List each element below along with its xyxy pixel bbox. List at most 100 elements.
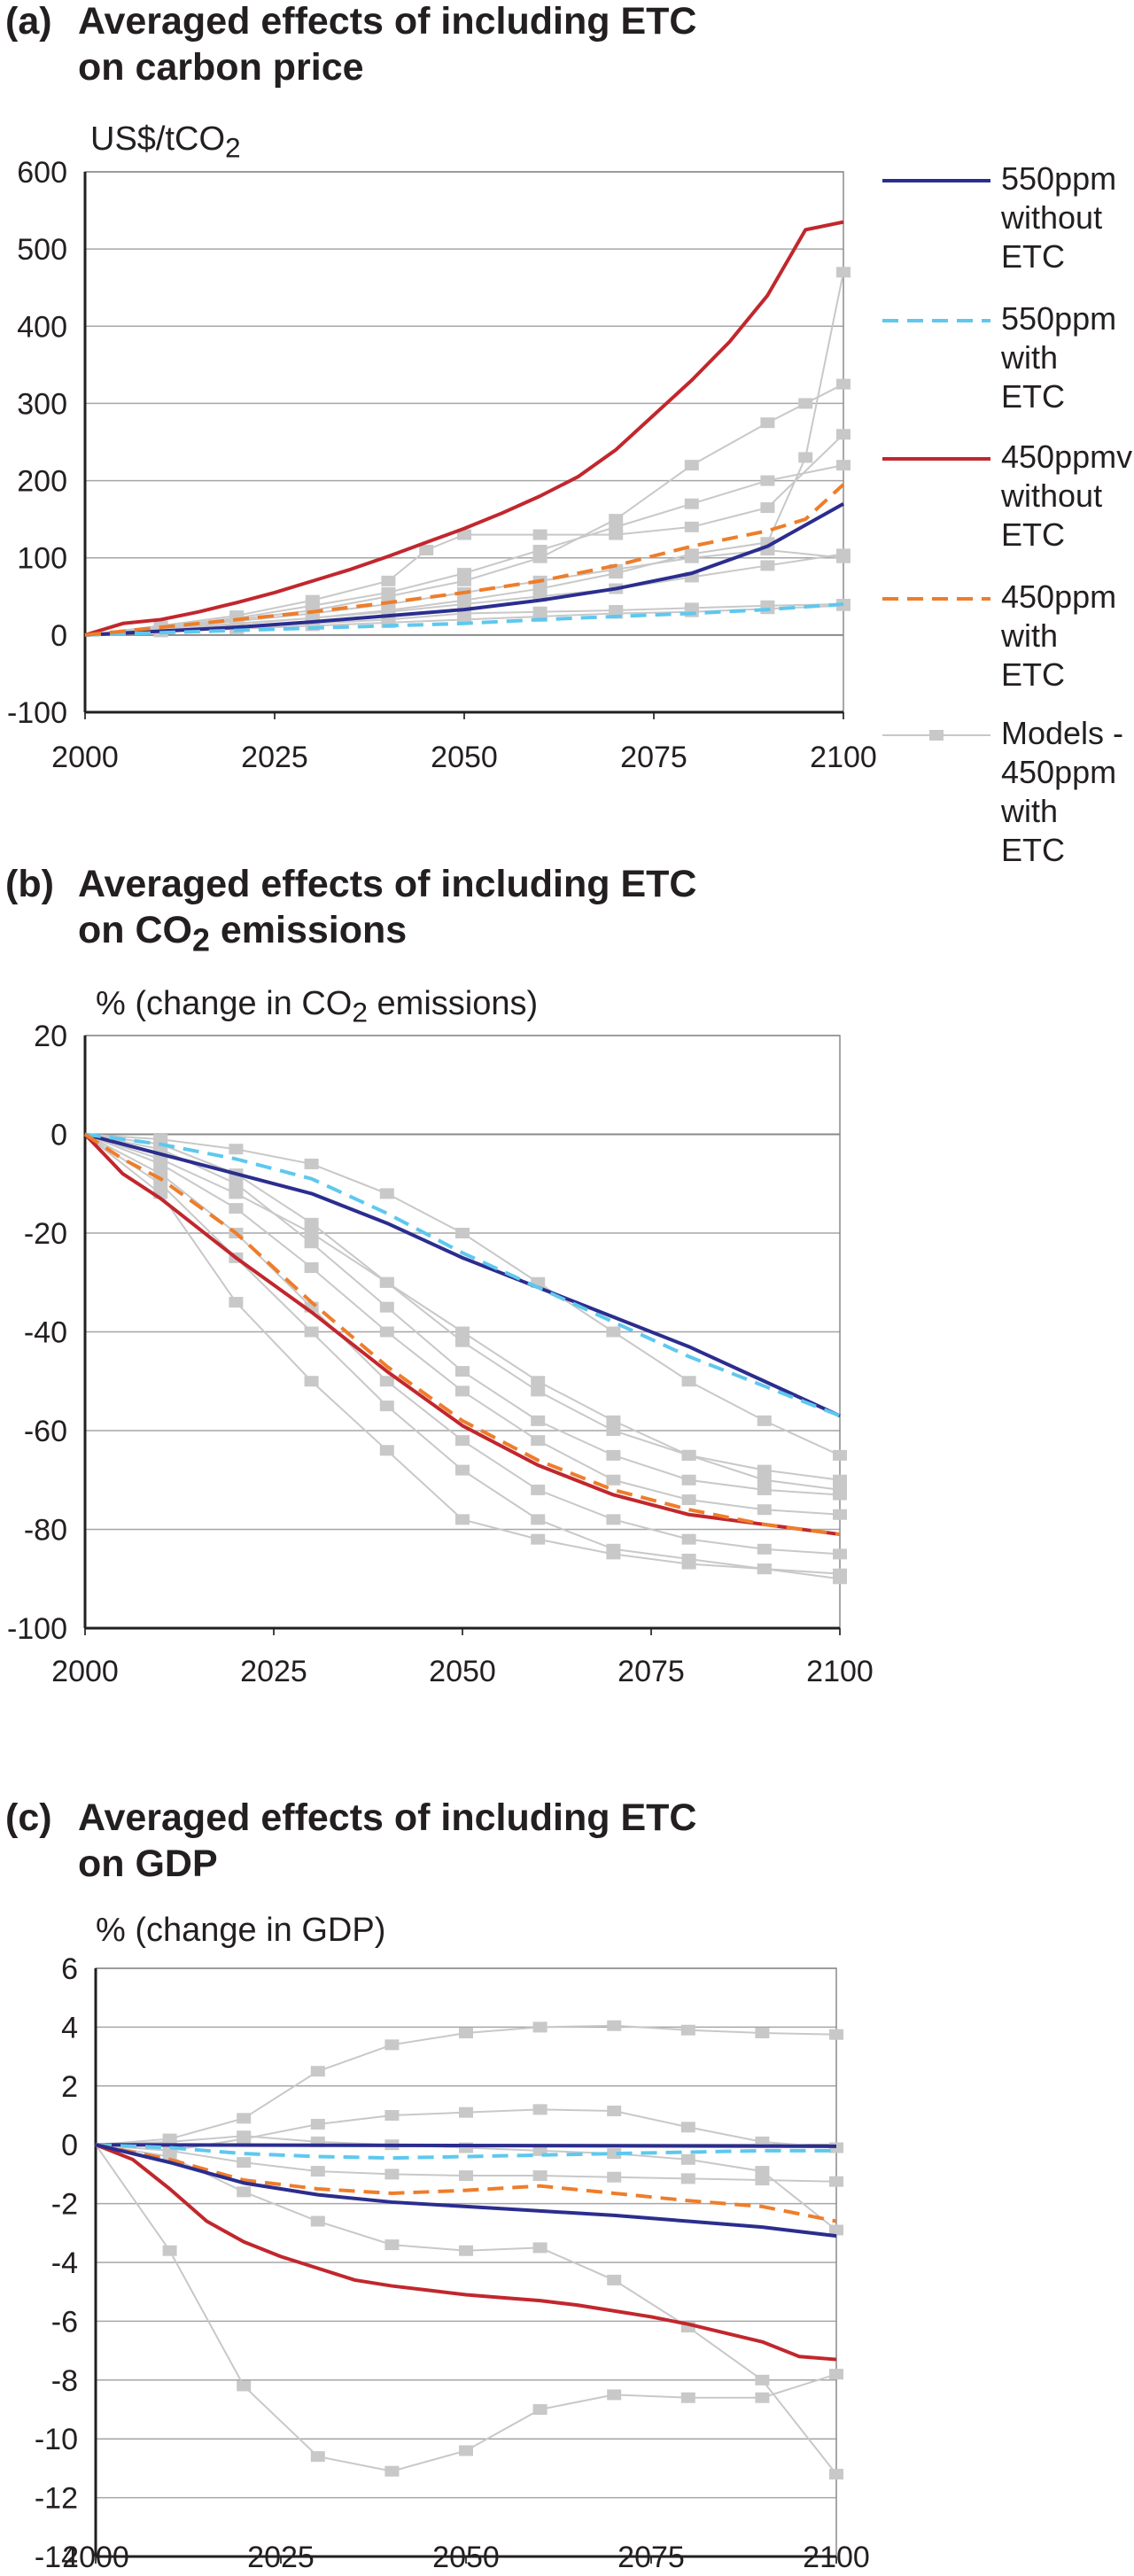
series-line [84,501,844,637]
model-point [681,1474,696,1486]
legend-label: 450ppm with ETC [1001,578,1127,694]
series-line [84,483,845,637]
model-line [95,2144,837,2475]
legend-label: Models -450ppm with ETC [1001,714,1127,870]
panel-b-unit-sub: 2 [352,996,368,1028]
model-point [304,1326,319,1338]
x-tick-label: 2100 [810,741,877,774]
model-point [829,2469,843,2480]
model-point [237,2130,252,2142]
x-tick-label: 2000 [51,1655,119,1688]
legend-label-line: ETC [1001,238,1065,275]
model-point [455,1228,470,1238]
legend-item: 450ppm with ETC [879,578,1127,694]
legend-label: 550ppm with ETC [1001,299,1127,416]
model-point [680,2392,695,2403]
panel-b-title-sub: 2 [191,922,210,958]
model-point [760,502,775,514]
y-tick-label: -60 [24,1415,67,1448]
model-point [237,2186,252,2198]
model-point [755,2028,770,2039]
model-point [606,1415,621,1426]
model-point [607,2020,622,2031]
model-point [305,594,320,606]
model-point [755,2175,770,2186]
model-point [681,1494,696,1506]
panel-b-unit-text: % (change in CO [96,985,353,1022]
x-tick-label: 2050 [431,741,498,774]
model-point [531,1415,546,1426]
y-tick-label: -100 [7,696,67,730]
model-point [798,398,813,409]
model-point [681,1376,696,1387]
series-line [84,602,844,637]
legend: 550ppm without ETC 550ppm with ETC 450ppmv wit… [879,159,1132,870]
model-point [680,2173,695,2184]
panel-a-title-line2: on carbon price [78,46,364,89]
panel-a-unit-sub: 2 [225,131,241,164]
model-point [836,267,850,278]
model-point [237,2157,252,2169]
model-point [379,1276,394,1288]
model-point [379,1301,394,1313]
model-point [455,1385,470,1397]
model-point [607,2148,622,2160]
legend-label-line: 450ppm [1001,754,1117,790]
legend-swatch [882,597,990,601]
model-point [757,1474,772,1486]
model-point [829,2176,843,2187]
y-tick-label: 4 [61,2011,78,2045]
model-point [153,1178,168,1190]
model-point [760,417,775,429]
legend-label-line: Models - [1001,715,1124,751]
model-point [381,604,396,616]
model-point [836,552,850,563]
model-point [457,594,471,606]
legend-item: 550ppm with ETC [879,299,1127,416]
model-point [455,1514,470,1525]
model-point [379,1376,394,1387]
model-point [829,2224,843,2236]
model-point [384,2169,400,2180]
model-point [162,2245,177,2256]
model-point [532,2104,548,2115]
model-point [455,1366,470,1377]
model-point [310,2118,325,2130]
model-point [455,1464,470,1476]
model-point [606,1514,621,1525]
legend-label-line: with ETC [1001,617,1065,693]
model-point [607,2274,622,2285]
series-line [83,1133,841,1537]
model-point [459,2245,473,2256]
model-point [532,529,548,540]
y-tick-label: 300 [17,387,67,421]
legend-item: 450ppmv without ETC [879,438,1132,555]
legend-label: 450ppmv without ETC [1001,438,1132,555]
model-point [680,2122,695,2133]
panel-c-unit: % (change in GDP) [96,1912,385,1950]
model-point [609,529,624,540]
legend-label-line: with ETC [1001,339,1065,415]
model-point [379,1401,394,1412]
series-line [83,1132,841,1537]
model-point [379,1445,394,1456]
model-point [379,1188,394,1199]
model-point [459,2170,473,2182]
model-point [684,548,699,560]
model-point [606,1548,621,1560]
legend-swatch [882,319,990,322]
model-point [607,2106,622,2117]
model-point [829,2029,843,2040]
panel-b-title-line1: Averaged effects of including ETC [78,863,697,905]
model-point [760,475,775,486]
y-tick-label: 0 [50,1119,67,1152]
model-point [532,2021,548,2033]
model-point [229,1144,244,1155]
model-point [304,1158,319,1169]
series-line [95,2143,837,2223]
model-point [531,1484,546,1495]
y-tick-label: -4 [51,2246,78,2280]
y-tick-label: 200 [17,465,67,499]
model-point [606,1326,621,1338]
y-tick-label: -80 [24,1514,67,1548]
